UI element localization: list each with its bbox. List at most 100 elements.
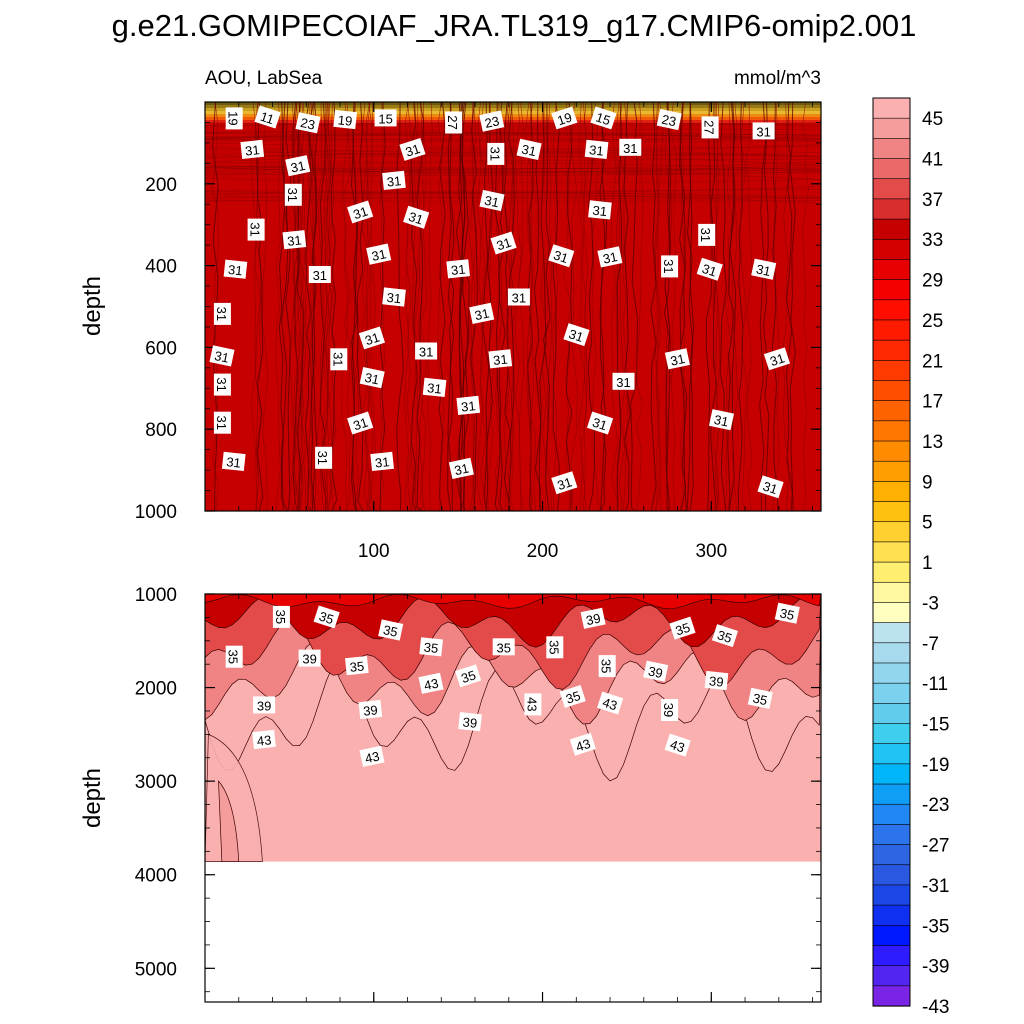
contour-label-text: 31 [567, 326, 585, 345]
contour-label-text: 31 [713, 412, 730, 430]
y-tick-label: 200 [145, 175, 177, 196]
contour-label-text: 39 [462, 714, 478, 730]
contour-label-text: 31 [592, 203, 608, 219]
contour-label-text: 31 [227, 262, 243, 278]
contour-label: 43 [252, 729, 276, 750]
contour-line [405, 102, 412, 511]
contour-label-text: 35 [715, 627, 733, 646]
contour-label-box [516, 138, 542, 161]
colorbar-swatch [872, 985, 911, 1007]
colorbar-tick-label: 5 [922, 513, 933, 534]
colorbar-tick-label: -27 [922, 836, 949, 857]
contour-label-text: 35 [599, 659, 614, 673]
contour-label-text: 31 [226, 454, 242, 470]
y-tick-label: 400 [145, 257, 177, 278]
contour-label-text: 31 [555, 474, 573, 493]
contour-label-text: 23 [299, 115, 316, 133]
contour-line [654, 102, 662, 511]
contour-label-text: 35 [349, 658, 365, 674]
contour-label-text: 43 [524, 697, 539, 711]
contour-line [427, 102, 433, 511]
contour-label: 31 [516, 138, 542, 161]
contour-label-text: 31 [351, 415, 369, 434]
contour-label: 31 [456, 395, 481, 416]
contour-line [610, 102, 619, 511]
contour-line [514, 102, 522, 511]
contour-label-box [704, 670, 729, 691]
contour-label-box [223, 259, 248, 279]
contour-line [616, 102, 623, 511]
contour-label: 15 [590, 106, 617, 130]
contour-label-box [253, 696, 276, 714]
contour-label: 39 [458, 712, 482, 732]
contour-label-box [308, 266, 331, 283]
contour-line [476, 102, 485, 511]
contour-label: 31 [213, 302, 231, 325]
contour-label: 31 [584, 139, 609, 160]
contour-line [361, 102, 369, 511]
colorbar-swatch [872, 723, 911, 745]
colorbar-frame [872, 97, 911, 1007]
contour-label-text: 31 [214, 415, 229, 429]
contour-label-text: 27 [445, 115, 460, 129]
contour-label: 31 [240, 139, 265, 160]
contour-label: 43 [597, 691, 624, 715]
contour-label-text: 31 [495, 235, 513, 254]
contour-label: 35 [378, 619, 404, 641]
contour-label: 19 [551, 106, 578, 130]
contour-label: 31 [507, 288, 530, 306]
contour-label-box [415, 342, 438, 360]
colorbar-tick-label: 1 [922, 553, 933, 574]
contour-line [205, 133, 821, 139]
contour-label: 35 [546, 636, 564, 659]
contour-label-box [213, 302, 231, 325]
contour-label-box [487, 142, 505, 165]
contour-label: 31 [403, 205, 430, 229]
contour-line [330, 102, 338, 511]
colorbar-tick-label: 9 [922, 472, 933, 493]
contour-label: 31 [308, 266, 331, 283]
surface-band [205, 117, 821, 120]
contour-label-box [507, 288, 530, 306]
colorbar-swatch [872, 360, 911, 382]
colorbar-swatch [872, 238, 911, 261]
contour-label-box [598, 655, 616, 678]
contour-label: 31 [221, 451, 246, 472]
contour-label-text: 35 [423, 640, 439, 656]
contour-label-text: 31 [768, 350, 786, 369]
contour-line [343, 102, 351, 511]
contour-line [295, 102, 304, 511]
contour-line [356, 102, 365, 511]
contour-label: 31 [382, 287, 406, 307]
contour-label: 35 [313, 605, 340, 629]
contour-label-text: 35 [273, 610, 288, 624]
contour-label-text: 39 [708, 673, 724, 689]
contour-label-text: 35 [317, 609, 335, 628]
contour-label: 35 [492, 638, 515, 656]
contour-label-box [488, 349, 513, 369]
contour-label-box [479, 189, 505, 212]
contour-label-text: 31 [661, 259, 676, 273]
contour-line [285, 102, 292, 511]
contour-label: 23 [295, 112, 321, 134]
colorbar-tick-label: -11 [922, 674, 948, 695]
contour-label-box [751, 258, 777, 280]
colorbar-swatch [872, 178, 911, 200]
contour-label: 43 [664, 733, 691, 757]
contour-label: 35 [747, 687, 773, 709]
contour-label-text: 35 [751, 690, 768, 708]
contour-label-box [490, 231, 517, 255]
contour-line [447, 102, 455, 511]
lower-axes: 1000 2000 3000 4000 5000 [135, 585, 821, 1002]
contour-line [771, 102, 779, 511]
colorbar-swatch [872, 662, 911, 684]
contour-label-text: 35 [546, 640, 561, 654]
contour-label-text: 31 [386, 290, 402, 306]
contour-line [205, 149, 821, 157]
colorbar-swatch [872, 400, 911, 422]
contour-label-text: 31 [407, 209, 425, 228]
contour-label-text: 31 [419, 345, 433, 360]
contour-label-box [213, 411, 231, 434]
contour-label-box [247, 218, 265, 241]
contour-label-box [403, 205, 430, 229]
